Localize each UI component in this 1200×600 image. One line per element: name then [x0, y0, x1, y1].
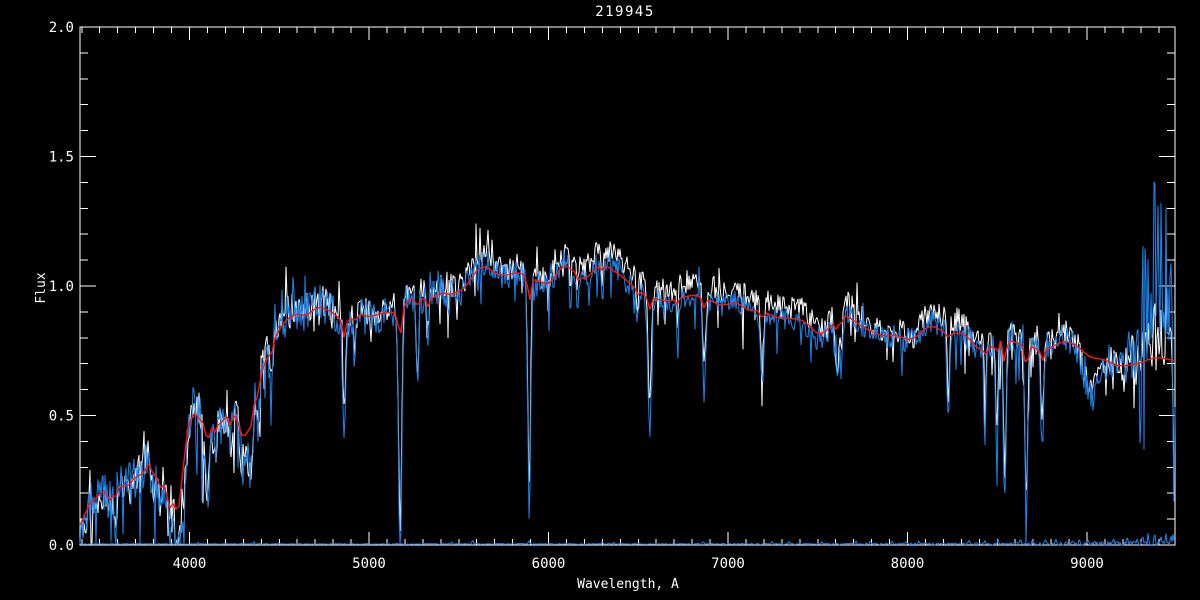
axes — [79, 26, 1176, 546]
plot-title: 219945 — [595, 4, 655, 20]
x-tick-label: 4000 — [173, 556, 207, 572]
x-tick-label: 9000 — [1070, 556, 1104, 572]
y-tick-label: 0.0 — [49, 538, 74, 554]
model-fit-trace — [79, 264, 1176, 526]
x-tick-label: 6000 — [532, 556, 566, 572]
x-tick-label: 5000 — [352, 556, 386, 572]
sky-background-trace — [79, 532, 1176, 546]
y-tick-label: 1.0 — [49, 279, 74, 295]
y-axis-label: Flux — [34, 272, 49, 303]
x-tick-label: 7000 — [711, 556, 745, 572]
y-tick-label: 0.5 — [49, 409, 74, 425]
observed-spectrum-trace — [79, 223, 1176, 545]
calibrated-spectrum-trace — [79, 181, 1176, 545]
x-tick-label: 8000 — [891, 556, 925, 572]
tick-labels: 4000 5000 6000 7000 8000 9000 0.0 0.5 1.0 1.5 2.0 — [49, 20, 1104, 572]
y-tick-label: 2.0 — [49, 20, 74, 36]
x-axis-label: Wavelength, A — [577, 577, 679, 592]
y-tick-label: 1.5 — [49, 150, 74, 166]
